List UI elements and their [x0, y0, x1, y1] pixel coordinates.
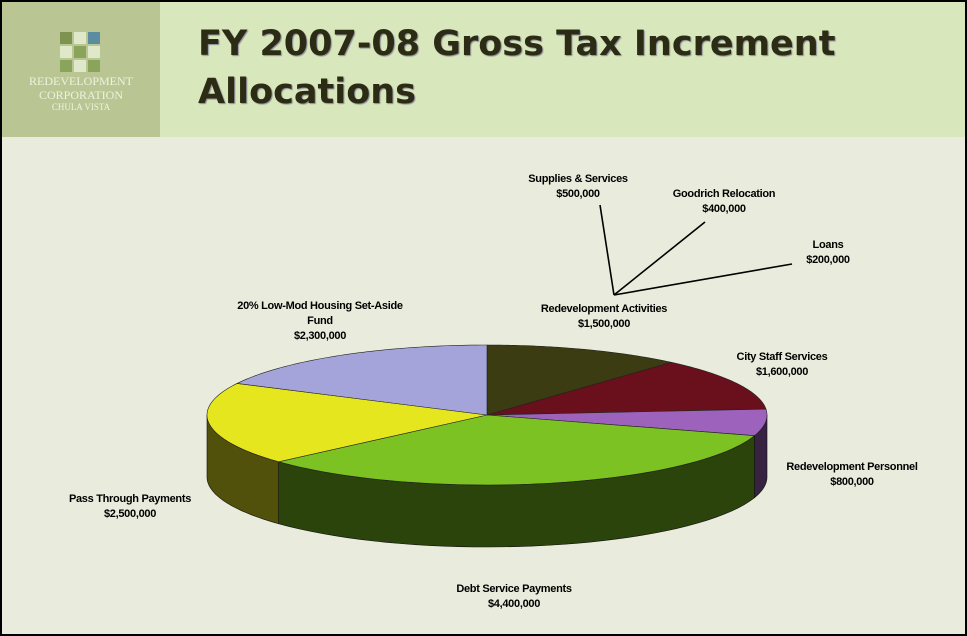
slice-label: City Staff Services $1,600,000	[712, 350, 852, 380]
leader-line	[613, 221, 706, 296]
leader-line	[599, 204, 615, 296]
label-line: $200,000	[806, 254, 850, 266]
breakdown-label: Supplies & Services $500,000	[508, 172, 648, 202]
logo-mark	[60, 32, 100, 72]
pie-slice	[486, 408, 768, 436]
slice-label: Debt Service Payments $4,400,000	[424, 582, 604, 612]
label-line: Debt Service Payments	[456, 583, 572, 595]
logo-text: CHULA VISTA	[51, 102, 111, 112]
logo-text: REDEVELOPMENT	[29, 74, 133, 88]
label-line: Loans	[812, 239, 844, 251]
breakdown-label: Goodrich Relocation $400,000	[649, 187, 799, 217]
label-line: $400,000	[702, 203, 746, 215]
label-line: $1,500,000	[577, 318, 631, 330]
label-line: 20% Low-Mod Housing Set-Aside Fund	[237, 300, 403, 327]
label-line: $500,000	[556, 188, 600, 200]
label-line: Goodrich Relocation	[672, 188, 776, 200]
label-line: $1,600,000	[755, 366, 809, 378]
pie-slice	[486, 362, 767, 416]
label-line: Redevelopment Activities	[540, 303, 668, 315]
slice-label: Pass Through Payments $2,500,000	[45, 492, 215, 522]
slice-label: Redevelopment Personnel $800,000	[767, 460, 937, 490]
label-line: $2,300,000	[293, 330, 347, 342]
pie-slice	[278, 414, 756, 486]
pie-slice	[486, 344, 672, 416]
pie-slice	[236, 344, 488, 416]
label-line: Redevelopment Personnel	[786, 461, 918, 473]
breakdown-label: Loans $200,000	[783, 238, 873, 268]
label-line: $800,000	[830, 476, 874, 488]
header: REDEVELOPMENT CORPORATION CHULA VISTA FY…	[2, 2, 965, 137]
slice-label: 20% Low-Mod Housing Set-Aside Fund $2,300…	[235, 299, 405, 344]
slice-label: Redevelopment Activities $1,500,000	[514, 302, 694, 332]
pie-slice	[206, 383, 488, 463]
label-line: $2,500,000	[103, 508, 157, 520]
chart-title: FY 2007-08 Gross Tax Increment Allocatio…	[198, 24, 836, 112]
logo: REDEVELOPMENT CORPORATION CHULA VISTA	[2, 2, 160, 137]
logo-text: CORPORATION	[38, 88, 123, 102]
label-line: $4,400,000	[487, 598, 541, 610]
label-line: Pass Through Payments	[68, 493, 192, 505]
leader-line	[613, 263, 793, 296]
label-line: Supplies & Services	[528, 173, 628, 185]
label-line: City Staff Services	[736, 351, 828, 363]
